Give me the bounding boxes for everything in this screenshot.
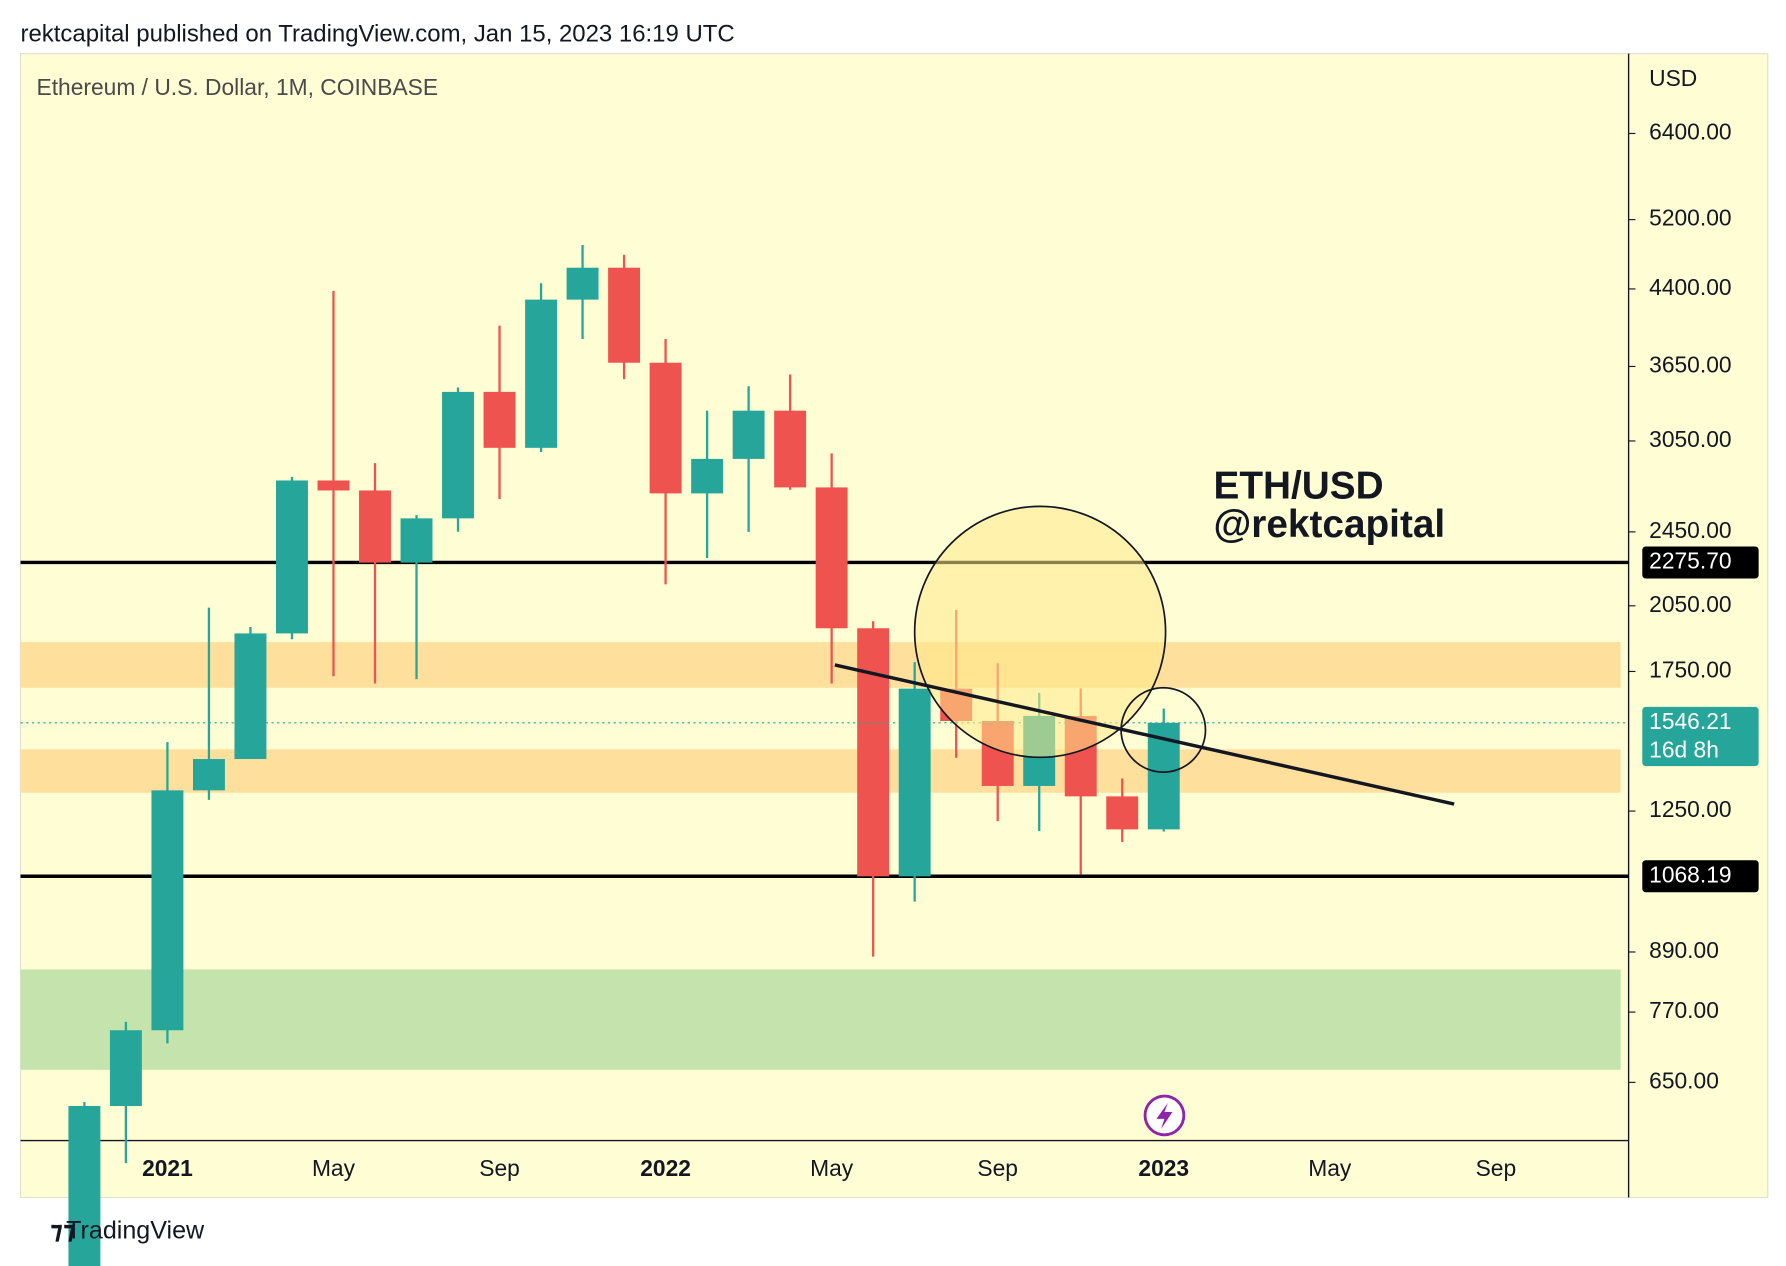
y-tick-label: 3650.00 — [1649, 351, 1731, 377]
y-tick-label: 890.00 — [1649, 937, 1719, 963]
footer: TradingView — [66, 1216, 205, 1244]
x-tick-label: Sep — [1476, 1155, 1517, 1181]
support-zone — [20, 749, 1621, 793]
x-tick-label: Sep — [977, 1155, 1018, 1181]
candle-body — [1106, 796, 1139, 830]
candle-body — [525, 299, 558, 448]
y-tick-label: 1750.00 — [1649, 656, 1731, 682]
candle-body — [275, 480, 308, 634]
y-tick-label: 5200.00 — [1649, 205, 1731, 231]
y-tick-label: 4400.00 — [1649, 274, 1731, 300]
candle-body — [732, 410, 765, 459]
candle-body — [234, 633, 267, 760]
y-tick-label: 770.00 — [1649, 997, 1719, 1023]
x-tick-label: 2021 — [142, 1155, 193, 1181]
event-icon-bolt — [1156, 1102, 1173, 1130]
x-tick-label: 2023 — [1138, 1155, 1189, 1181]
candle-body — [151, 790, 184, 1031]
price-label-box — [1642, 860, 1759, 893]
candle-body — [857, 628, 890, 877]
countdown: 16d 8h — [1649, 736, 1719, 762]
x-tick-label: May — [810, 1155, 854, 1181]
candle-body — [442, 391, 474, 519]
candle-body — [109, 1030, 142, 1107]
candle-body — [68, 1106, 101, 1266]
chart-title: Ethereum / U.S. Dollar, 1M, COINBASE — [36, 74, 438, 100]
y-tick-label: 6400.00 — [1649, 118, 1731, 144]
resistance-zone — [20, 642, 1621, 688]
annotation: ETH/USD — [1213, 464, 1383, 507]
candle-body — [815, 487, 848, 629]
candle-body — [483, 391, 516, 448]
candle-body — [192, 759, 225, 791]
y-tick-label: 2450.00 — [1649, 517, 1731, 543]
x-tick-label: May — [312, 1155, 356, 1181]
candle-body — [608, 267, 641, 363]
price-label: 1068.19 — [1649, 861, 1731, 887]
x-tick-label: May — [1308, 1155, 1352, 1181]
demand-zone — [20, 969, 1621, 1070]
last-price-box — [1642, 706, 1759, 767]
logo-mark: ⁊⁊ — [50, 1216, 76, 1244]
candle-body — [691, 458, 724, 494]
candle-body — [400, 518, 433, 563]
axis-unit: USD — [1649, 65, 1697, 91]
price-label: 2275.70 — [1649, 547, 1731, 573]
y-tick-label: 3050.00 — [1649, 426, 1731, 452]
last-price-label: 1546.21 — [1649, 708, 1731, 734]
x-tick-label: 2022 — [640, 1155, 691, 1181]
candle-body — [317, 480, 350, 491]
highlight-circle — [913, 505, 1167, 759]
annotation: @rektcapital — [1213, 503, 1445, 546]
x-tick-label: Sep — [479, 1155, 520, 1181]
candle-body — [774, 410, 807, 488]
candle-body — [359, 490, 391, 563]
candle-body — [566, 267, 599, 300]
header: rektcapital published on TradingView.com… — [21, 21, 735, 48]
trendline — [834, 663, 1455, 806]
y-tick-label: 1250.00 — [1649, 796, 1731, 822]
y-tick-label: 650.00 — [1649, 1067, 1719, 1093]
y-tick-label: 2050.00 — [1649, 591, 1731, 617]
price-label-box — [1642, 546, 1759, 579]
candle-body — [649, 362, 682, 494]
candle-body — [898, 688, 931, 877]
plot: 650.00 770.00 890.00 1250.00 1750.00 2050.00 2… — [20, 118, 1759, 1266]
